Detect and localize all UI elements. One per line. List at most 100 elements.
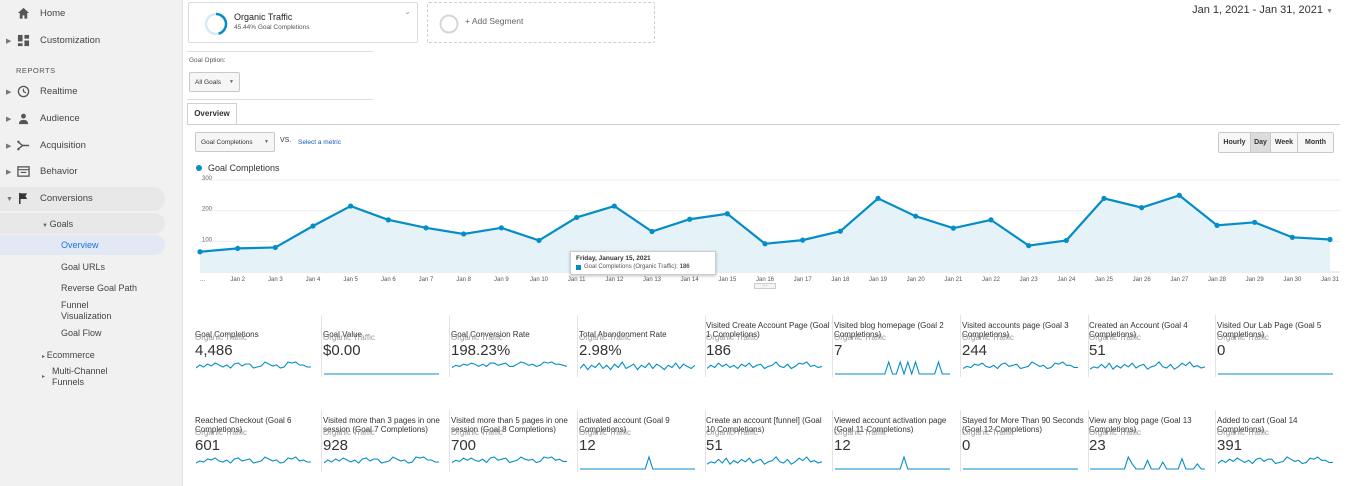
x-tick-label: Jan 23 [1020, 277, 1039, 283]
metric-card-segment: Organic Traffic [1217, 333, 1269, 342]
goal-completions-chart[interactable]: 100 200 300... Jan 2 Jan 3 Jan 4 Jan 5 Jan 6 Jan… [190, 176, 1340, 292]
metric-card[interactable]: Total Abandonment Rate Organic Traffic 2.9… [579, 315, 706, 377]
metric-card-title: Created an Account (Goal 4 Completions) [1089, 321, 1188, 339]
metric-card[interactable]: Goal Value Organic Traffic $0.00 [323, 315, 450, 377]
period-week-button[interactable]: Week [1271, 133, 1298, 152]
metric-card-segment: Organic Traffic [962, 333, 1014, 342]
data-point[interactable] [1327, 236, 1333, 243]
sidebar-item-conversions[interactable]: ▼ Conversions [0, 187, 183, 211]
sidebar-item-funnel-visualization[interactable]: Funnel Visualization [61, 300, 112, 321]
metric-card[interactable]: Added to cart (Goal 14 Completions) Organ… [1217, 410, 1344, 472]
metric-card[interactable]: activated account (Goal 9 Completions) Or… [579, 410, 706, 472]
metric-card[interactable]: Goal Completions Organic Traffic 4,486 [195, 315, 322, 377]
data-point[interactable] [1026, 243, 1032, 249]
sidebar-item-goal-urls[interactable]: Goal URLs [61, 262, 106, 272]
metric-card[interactable]: Goal Conversion Rate Organic Traffic 198.2… [451, 315, 578, 377]
sidebar-item-behavior[interactable]: ▶ Behavior [0, 160, 183, 184]
metric-card[interactable]: Visited blog homepage (Goal 2 Completion… [834, 315, 961, 377]
metric-card-segment: Organic Traffic [323, 333, 375, 342]
metric-card[interactable]: Created an Account (Goal 4 Completions) O… [1089, 315, 1216, 377]
period-toggle: Hourly Day Week Month [1218, 132, 1334, 153]
metric-card[interactable]: Visited Create Account Page (Goal 1 Comp… [706, 315, 833, 377]
metric-card-value: $0.00 [323, 342, 361, 359]
sparkline-path [580, 455, 695, 470]
data-point[interactable] [272, 244, 278, 251]
data-point[interactable] [498, 225, 504, 231]
data-point[interactable] [649, 228, 655, 235]
data-point[interactable] [1139, 205, 1145, 211]
data-point[interactable] [536, 237, 542, 244]
data-point[interactable] [461, 231, 467, 237]
data-point[interactable] [1214, 222, 1220, 228]
sidebar-item-goal-flow[interactable]: Goal Flow [61, 328, 102, 338]
metric-card-segment: Organic Traffic [706, 428, 758, 437]
data-point[interactable] [574, 214, 580, 221]
goal-option-select[interactable]: All Goals ▼ [189, 72, 240, 92]
metric-card-title: Goal Conversion Rate [451, 330, 530, 339]
sparkline-path [580, 360, 695, 371]
sidebar-item-reverse-goal-path[interactable]: Reverse Goal Path [61, 283, 138, 293]
add-segment-button[interactable]: + Add Segment [427, 2, 655, 43]
data-point[interactable] [724, 211, 730, 217]
sidebar-item-label: Conversions [40, 193, 93, 204]
tab-overview[interactable]: Overview [187, 103, 237, 125]
data-point[interactable] [1252, 219, 1258, 225]
metric-card[interactable]: Viewed account activation page (Goal 11 … [834, 410, 961, 472]
chevron-down-icon[interactable]: ⌄ [404, 7, 411, 16]
sparkline-path [707, 456, 822, 466]
data-point[interactable] [950, 225, 956, 231]
metric-card[interactable]: View any blog page (Goal 13 Completions)… [1089, 410, 1216, 472]
period-day-button[interactable]: Day [1251, 133, 1271, 152]
metric-card-value: 12 [579, 437, 596, 454]
select-metric-link[interactable]: Select a metric [298, 139, 341, 146]
sidebar-item-acquisition[interactable]: ▶ Acquisition [0, 134, 183, 158]
data-point[interactable] [1176, 192, 1182, 198]
x-tick-label: Jan 29 [1246, 277, 1265, 283]
sidebar-item-multi-channel-funnels[interactable]: ▸ Multi-Channel Funnels [42, 366, 122, 388]
sidebar-item-audience[interactable]: ▶ Audience [0, 107, 183, 131]
data-point[interactable] [913, 213, 919, 219]
data-point[interactable] [837, 228, 843, 234]
data-point[interactable] [310, 223, 316, 229]
metric-card[interactable]: Visited Our Lab Page (Goal 5 Completions… [1217, 315, 1344, 377]
sidebar-item-realtime[interactable]: ▶ Realtime [0, 80, 183, 104]
data-point[interactable] [1063, 237, 1069, 244]
date-range-picker[interactable]: Jan 1, 2021 - Jan 31, 2021 ▼ [1192, 4, 1333, 16]
sidebar-item-ecommerce[interactable]: ▸ Ecommerce [42, 350, 95, 360]
metric-card[interactable]: Stayed for More Than 90 Seconds (Goal 12… [962, 410, 1089, 472]
metric-card[interactable]: Reached Checkout (Goal 6 Completions) Org… [195, 410, 322, 472]
data-point[interactable] [423, 225, 429, 231]
sparkline [1218, 373, 1333, 375]
sidebar-item-goal-overview[interactable]: Overview [61, 240, 99, 250]
metric-card[interactable]: Visited more than 3 pages in one session… [323, 410, 450, 472]
metric-card-title: Create an account [funnel] (Goal 10 Comp… [706, 416, 822, 434]
metric-card[interactable]: Visited more than 5 pages in one session… [451, 410, 578, 472]
add-segment-label: + Add Segment [465, 16, 524, 26]
period-month-button[interactable]: Month [1298, 133, 1333, 152]
data-point[interactable] [1101, 195, 1107, 201]
metric-card[interactable]: Visited accounts page (Goal 3 Completion… [962, 315, 1089, 377]
period-hourly-button[interactable]: Hourly [1219, 133, 1251, 152]
sidebar-item-goals[interactable]: ▼ Goals [42, 219, 73, 229]
data-point[interactable] [800, 237, 806, 243]
data-point[interactable] [988, 217, 994, 223]
data-point[interactable] [1289, 234, 1295, 240]
sidebar-item-label: Audience [40, 113, 80, 124]
data-point[interactable] [385, 217, 391, 223]
chart-resize-handle[interactable]: ⋯ [754, 283, 776, 289]
data-point[interactable] [875, 195, 881, 201]
metric-card-title: Stayed for More Than 90 Seconds (Goal 12… [962, 416, 1084, 434]
segment-organic-traffic[interactable]: Organic Traffic 45.44% Goal Completions … [188, 2, 418, 43]
data-point[interactable] [348, 203, 354, 209]
metric-select[interactable]: Goal Completions ▼ [195, 132, 275, 152]
data-point[interactable] [197, 249, 203, 255]
data-point[interactable] [611, 203, 617, 209]
caret-down-icon: ▼ [42, 223, 50, 229]
data-point[interactable] [762, 241, 768, 247]
sidebar-item-customization[interactable]: ▶ Customization [0, 29, 183, 53]
x-tick-label: Jan 27 [1170, 277, 1189, 283]
data-point[interactable] [687, 216, 693, 222]
sidebar-item-home[interactable]: Home [0, 2, 183, 26]
metric-card[interactable]: Create an account [funnel] (Goal 10 Comp… [706, 410, 833, 472]
data-point[interactable] [235, 245, 241, 251]
